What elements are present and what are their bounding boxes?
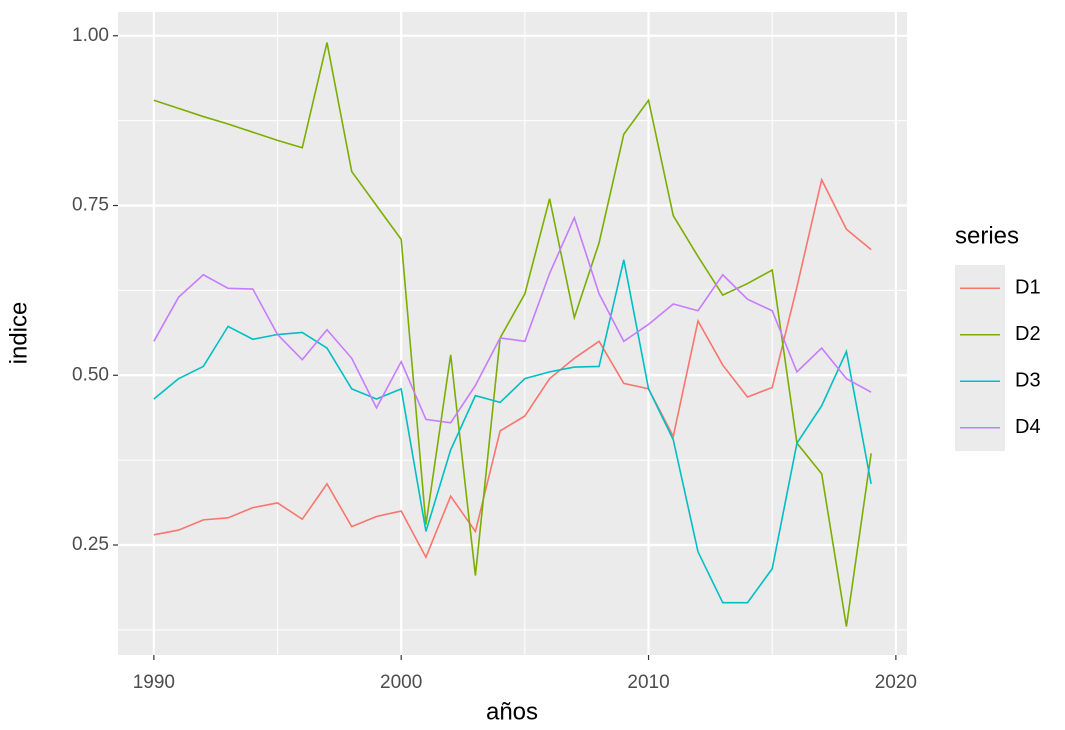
x-tick-label: 1990: [133, 672, 175, 693]
x-tick-label: 2000: [380, 672, 422, 693]
x-tick-label: 2010: [627, 672, 669, 693]
series-line: [153, 177, 872, 560]
plot-panel: [118, 12, 907, 655]
y-tick-label: 0.75: [72, 195, 109, 216]
legend-title: series: [955, 222, 1019, 249]
legend-label: D4: [1015, 416, 1041, 438]
y-tick-label: 1.00: [72, 25, 109, 46]
series-line: [153, 42, 872, 627]
series-line: [153, 259, 872, 604]
legend-label: D2: [1015, 323, 1041, 345]
legend-label: D3: [1015, 370, 1041, 392]
series-line: [153, 215, 872, 424]
y-tick-label: 0.50: [72, 364, 109, 385]
y-tick-label: 0.25: [72, 534, 109, 555]
x-axis-title: años: [486, 698, 538, 725]
legend-key-background: [955, 265, 1005, 451]
y-axis-title: indice: [5, 302, 32, 365]
x-tick-label: 2020: [875, 672, 917, 693]
legend-label: D1: [1015, 277, 1041, 299]
lines: [153, 42, 872, 627]
